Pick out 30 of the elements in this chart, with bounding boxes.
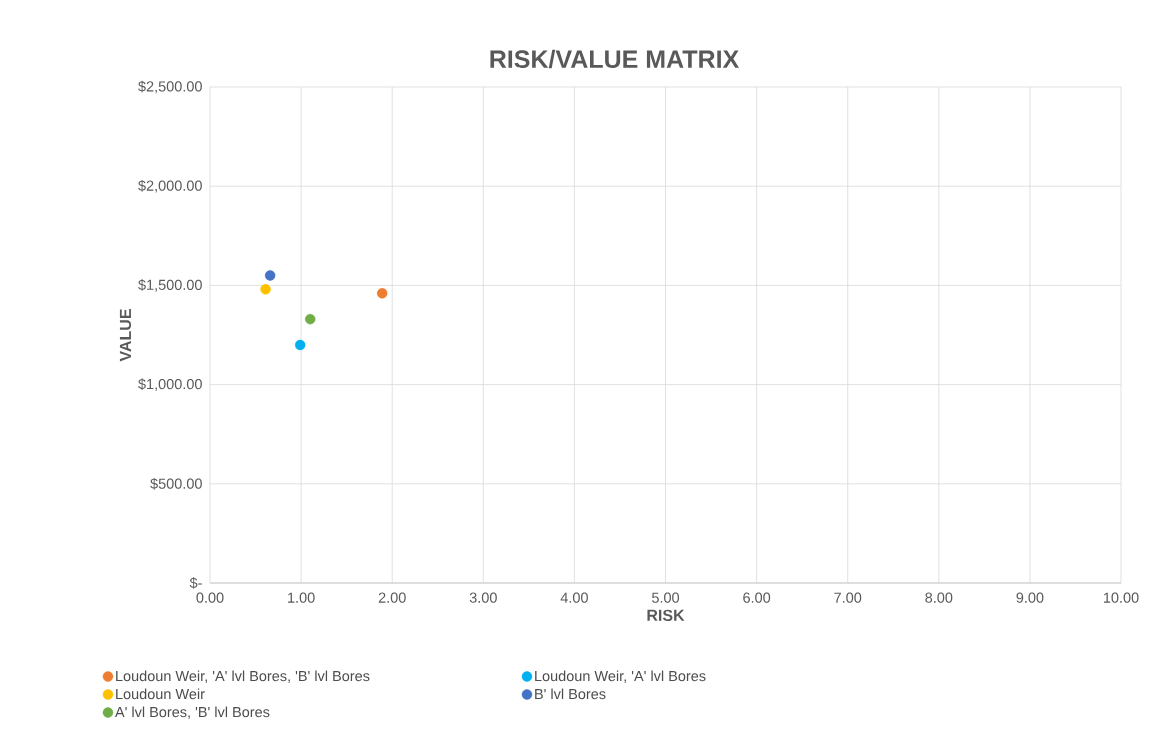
legend-label: Loudoun Weir, 'A' lvl Bores, 'B' lvl Bores: [116, 670, 370, 683]
x-tick-label: 6.00: [743, 592, 771, 603]
x-tick-label: 10.00: [1103, 592, 1139, 603]
x-tick-label: 0.00: [196, 592, 224, 603]
y-tick-label: $1,000.00: [138, 378, 202, 391]
x-tick-label: 1.00: [288, 592, 315, 603]
point: [305, 313, 316, 325]
y-axis-title: VALUE: [119, 309, 132, 362]
legend-label: Loudoun Weir: [116, 688, 205, 700]
chart-title: RISK/VALUE MATRIX: [490, 49, 740, 69]
point: [294, 339, 306, 351]
point: [376, 288, 388, 299]
point: [264, 270, 276, 281]
y-tick-label: $500.00: [150, 477, 202, 490]
x-tick-label: 4.00: [560, 592, 588, 603]
point: [260, 284, 271, 295]
x-axis-title: RISK: [647, 609, 685, 621]
y-tick-label: $2,500.00: [138, 80, 202, 94]
x-tick-label: 2.00: [378, 592, 406, 603]
x-tick-label: 3.00: [469, 592, 497, 603]
x-tick-label: 7.00: [834, 592, 862, 603]
y-tick-label: $-: [189, 577, 202, 589]
y-tick-label: $1,500.00: [138, 279, 202, 292]
legend-label: B' lvl Bores: [535, 688, 606, 700]
legend-label: A' lvl Bores, 'B' lvl Bores: [115, 706, 270, 719]
legend-label: Loudoun Weir, 'A' lvl Bores: [535, 670, 706, 683]
x-tick-label: 8.00: [925, 592, 953, 603]
x-tick-label: 5.00: [651, 592, 680, 603]
x-tick-label: 9.00: [1016, 592, 1044, 603]
y-tick-label: $2,000.00: [138, 179, 202, 193]
